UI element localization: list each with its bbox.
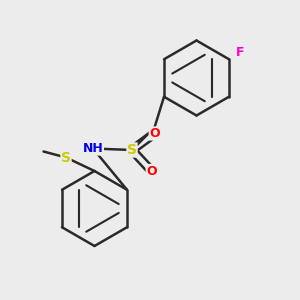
Text: S: S	[61, 151, 71, 164]
Text: S: S	[127, 143, 137, 157]
Text: O: O	[149, 127, 160, 140]
Text: O: O	[146, 164, 157, 178]
Text: NH: NH	[82, 142, 103, 155]
Text: F: F	[236, 46, 244, 59]
